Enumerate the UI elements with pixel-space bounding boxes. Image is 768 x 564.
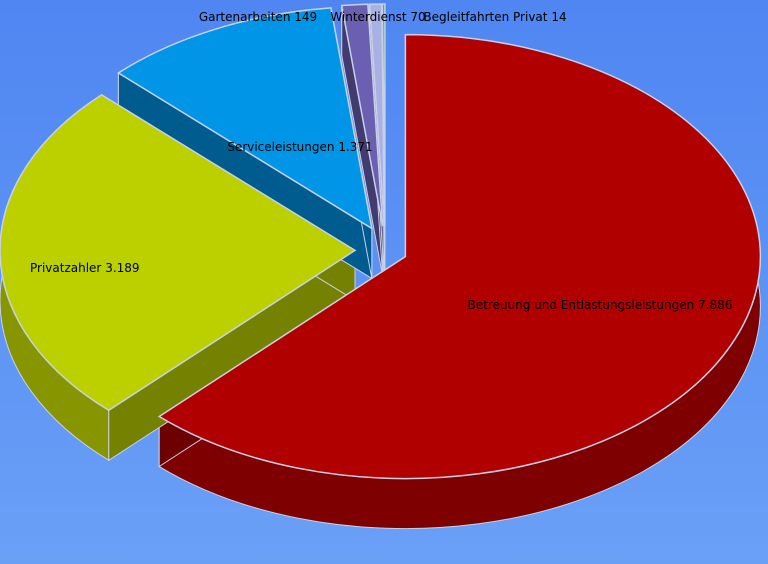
slice — [0, 93, 357, 412]
value-label: 3.189 — [105, 261, 139, 275]
category-label: Privatzahler — [30, 261, 101, 275]
category-label: Winterdienst — [330, 10, 407, 24]
value-label: 70 — [410, 10, 425, 24]
category-label: Begleitfahrten Privat — [423, 10, 547, 24]
data-label: Begleitfahrten Privat 14 — [423, 10, 566, 24]
data-label: Serviceleistungen 1.371 — [227, 140, 372, 154]
value-label: 1.371 — [338, 140, 372, 154]
data-label: Winterdienst 70 — [330, 10, 425, 24]
value-label: 149 — [294, 10, 317, 24]
data-label: Gartenarbeiten 149 — [199, 10, 317, 24]
slice — [340, 3, 384, 227]
value-label: 7.886 — [698, 298, 732, 312]
slice — [157, 33, 762, 480]
data-label: Privatzahler 3.189 — [30, 261, 140, 275]
category-label: Betreuung und Entlastungsleistungen — [468, 298, 695, 312]
category-label: Serviceleistungen — [227, 140, 334, 154]
value-label: 14 — [551, 10, 566, 24]
category-label: Gartenarbeiten — [199, 10, 291, 24]
slice — [117, 7, 373, 230]
data-label: Betreuung und Entlastungsleistungen 7.88… — [468, 298, 733, 312]
slice — [381, 3, 386, 227]
